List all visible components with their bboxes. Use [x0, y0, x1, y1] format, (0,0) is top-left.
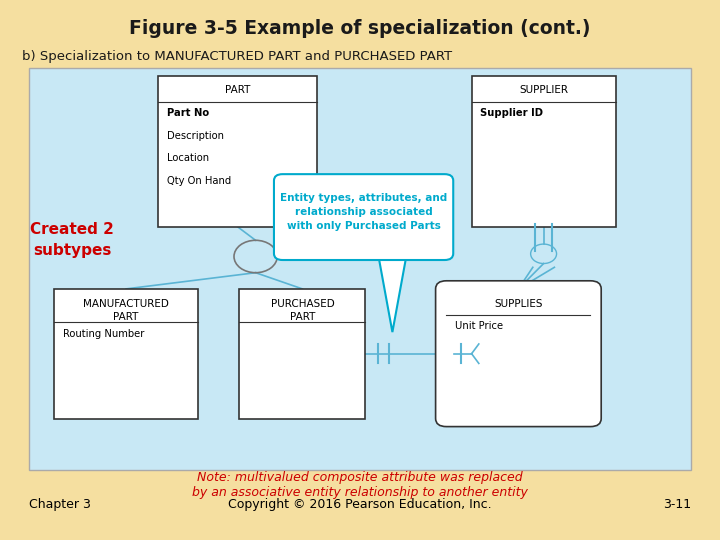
Text: PART: PART: [113, 312, 139, 322]
Polygon shape: [378, 254, 407, 332]
FancyBboxPatch shape: [472, 76, 616, 227]
FancyBboxPatch shape: [158, 76, 317, 227]
FancyBboxPatch shape: [54, 289, 198, 418]
Text: Qty On Hand: Qty On Hand: [167, 176, 231, 186]
Text: Entity types, attributes, and
relationship associated
with only Purchased Parts: Entity types, attributes, and relationsh…: [280, 193, 447, 231]
Text: by an associative entity relationship to another entity: by an associative entity relationship to…: [192, 486, 528, 499]
Text: Figure 3-5 Example of specialization (cont.): Figure 3-5 Example of specialization (co…: [130, 18, 590, 38]
FancyBboxPatch shape: [29, 68, 691, 470]
FancyBboxPatch shape: [436, 281, 601, 427]
Text: PURCHASED: PURCHASED: [271, 299, 334, 309]
Text: Part No: Part No: [167, 108, 210, 118]
Text: b) Specialization to MANUFACTURED PART and PURCHASED PART: b) Specialization to MANUFACTURED PART a…: [22, 50, 451, 63]
Text: Supplier ID: Supplier ID: [480, 108, 544, 118]
Text: Routing Number: Routing Number: [63, 329, 144, 339]
Text: Note: multivalued composite attribute was replaced: Note: multivalued composite attribute wa…: [197, 471, 523, 484]
Text: Copyright © 2016 Pearson Education, Inc.: Copyright © 2016 Pearson Education, Inc.: [228, 498, 492, 511]
Text: Location: Location: [167, 153, 210, 164]
FancyBboxPatch shape: [274, 174, 454, 260]
FancyBboxPatch shape: [239, 289, 366, 418]
Text: PART: PART: [225, 85, 251, 96]
Text: SUPPLIER: SUPPLIER: [519, 85, 568, 96]
Text: SUPPLIES: SUPPLIES: [494, 299, 543, 309]
Text: 3-11: 3-11: [663, 498, 691, 511]
Text: Chapter 3: Chapter 3: [29, 498, 91, 511]
Text: MANUFACTURED: MANUFACTURED: [83, 299, 169, 309]
Text: Description: Description: [167, 131, 224, 141]
Text: Unit Price: Unit Price: [455, 321, 503, 332]
Text: Created 2
subtypes: Created 2 subtypes: [30, 222, 114, 258]
Text: PART: PART: [289, 312, 315, 322]
